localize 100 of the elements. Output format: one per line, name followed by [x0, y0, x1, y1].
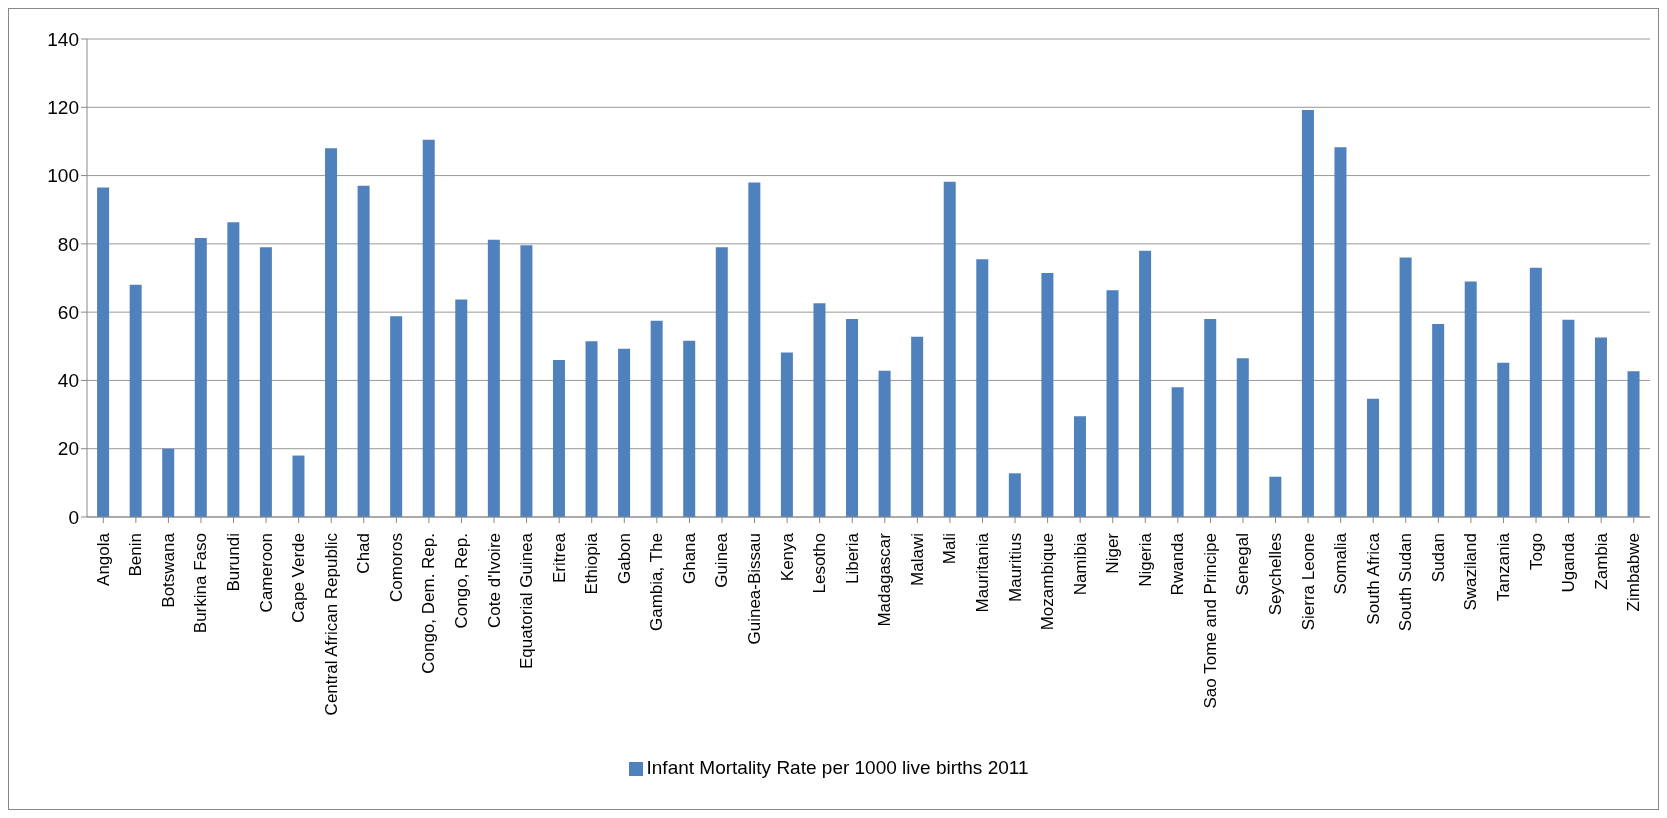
bar: [129, 284, 142, 517]
x-tick-label: Togo: [1526, 533, 1546, 570]
bar: [780, 352, 793, 517]
bar: [1562, 319, 1575, 517]
bar: [520, 245, 533, 517]
bar: [1008, 473, 1021, 517]
x-tick-label: Sao Tome and Principe: [1200, 533, 1220, 709]
bar: [1139, 250, 1152, 517]
bar: [1236, 358, 1249, 517]
bar: [650, 320, 663, 517]
bar: [618, 348, 631, 517]
bar: [422, 139, 435, 517]
bar: [1464, 281, 1477, 517]
x-tick-label: Somalia: [1331, 532, 1351, 595]
y-tick-label: 0: [68, 506, 79, 528]
x-tick-label: Eritrea: [549, 532, 569, 584]
x-tick-label: Gambia, The: [647, 533, 667, 631]
x-tick-label: Burkina Faso: [191, 533, 211, 634]
x-tick-label: Benin: [126, 533, 146, 577]
x-tick-label: Guinea-Bissau: [745, 533, 765, 645]
bar: [455, 299, 468, 517]
y-tick-label: 40: [57, 370, 79, 392]
y-tick-label: 140: [47, 28, 79, 50]
y-tick-label: 120: [47, 97, 79, 119]
bar: [1041, 272, 1054, 517]
y-tick-label: 80: [57, 233, 79, 255]
bar: [683, 340, 696, 517]
x-tick-label: South Sudan: [1396, 533, 1416, 632]
x-tick-label: Central African Republic: [321, 532, 341, 716]
bar: [1301, 110, 1314, 517]
bar: [813, 303, 826, 517]
x-tick-label: Ghana: [679, 532, 699, 585]
x-tick-label: Uganda: [1559, 532, 1579, 593]
x-tick-label: Lesotho: [810, 533, 830, 594]
y-tick-label: 60: [57, 301, 79, 323]
x-tick-label: Sudan: [1428, 533, 1448, 583]
bar: [1627, 371, 1640, 517]
x-tick-label: Botswana: [158, 532, 178, 608]
bar: [357, 185, 370, 517]
bar: [390, 316, 403, 517]
bar: [1529, 267, 1542, 517]
x-tick-label: Cameroon: [256, 533, 276, 613]
bar: [715, 247, 728, 517]
x-tick-label: Cape Verde: [289, 533, 309, 623]
x-tick-label: Mauritius: [1005, 533, 1025, 602]
bar: [585, 341, 598, 517]
bar: [259, 247, 272, 517]
x-tick-label: Burundi: [224, 533, 244, 592]
bar: [1106, 290, 1119, 517]
bar: [194, 238, 207, 517]
bar: [162, 448, 175, 517]
x-tick-label: Madagascar: [875, 532, 895, 627]
bar: [1497, 362, 1510, 517]
x-tick-label: Congo, Rep.: [451, 533, 471, 629]
legend-label: Infant Mortality Rate per 1000 live births 2011: [646, 757, 1029, 778]
bar: [1432, 324, 1445, 517]
x-tick-label: Tanzania: [1493, 532, 1513, 602]
bar: [911, 336, 924, 517]
x-tick-label: Rwanda: [1168, 532, 1188, 596]
bar: [1204, 318, 1217, 517]
x-tick-label: Zimbabwe: [1624, 533, 1644, 612]
x-tick-label: Mali: [940, 533, 960, 565]
x-tick-label: Seychelles: [1266, 533, 1286, 616]
bar: [748, 182, 761, 517]
bar: [227, 222, 240, 517]
bar: [1594, 337, 1607, 517]
bar: [292, 455, 305, 517]
bar: [976, 259, 989, 517]
bar: [878, 370, 891, 517]
bar: [1073, 416, 1086, 517]
x-tick-label: Comoros: [386, 533, 406, 602]
x-tick-label: Zambia: [1591, 532, 1611, 590]
x-tick-label: Congo, Dem. Rep.: [419, 533, 439, 674]
bar: [97, 187, 110, 517]
x-tick-label: Malawi: [907, 533, 927, 586]
bar: [943, 181, 956, 517]
x-tick-label: Senegal: [1233, 533, 1253, 596]
x-tick-label: Cote d'Ivoire: [484, 533, 504, 628]
x-tick-label: Guinea: [712, 532, 732, 588]
x-tick-label: Kenya: [777, 532, 797, 582]
bar: [1399, 257, 1412, 517]
x-tick-label: Namibia: [1070, 532, 1090, 596]
x-tick-label: Equatorial Guinea: [517, 532, 537, 670]
x-tick-label: Sierra Leone: [1298, 533, 1318, 631]
bar: [1334, 147, 1347, 517]
x-tick-label: Mauritania: [972, 532, 992, 613]
bar: [325, 148, 338, 517]
bar: [552, 359, 565, 517]
x-tick-label: Niger: [1103, 532, 1123, 574]
x-tick-label: Swaziland: [1461, 533, 1481, 611]
x-tick-label: Angola: [93, 532, 113, 586]
x-tick-label: Chad: [354, 533, 374, 574]
x-tick-label: Mozambique: [1038, 533, 1058, 631]
y-tick-label: 100: [47, 165, 79, 187]
x-tick-label: South Africa: [1363, 532, 1383, 625]
bar: [1367, 398, 1380, 517]
bar: [1269, 476, 1282, 517]
bar: [1171, 387, 1184, 517]
x-tick-label: Nigeria: [1135, 532, 1155, 587]
x-tick-label: Liberia: [842, 532, 862, 585]
